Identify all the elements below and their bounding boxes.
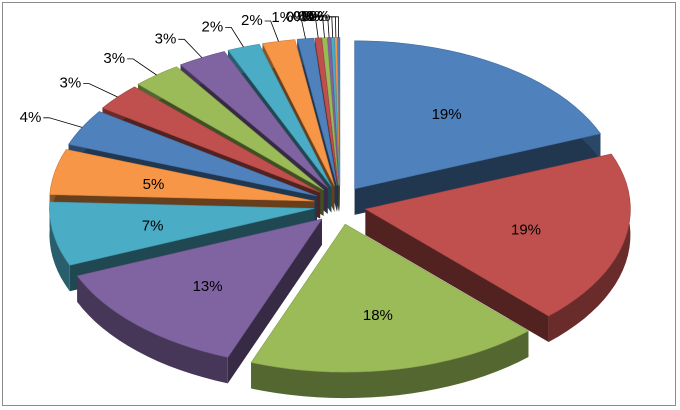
- data-label-6: 5%: [143, 176, 165, 193]
- label-leader-line: [83, 83, 118, 98]
- label-leader-line: [178, 38, 203, 58]
- label-leader-line: [225, 26, 244, 48]
- slice-side-wall: [365, 209, 549, 343]
- data-label-4: 13%: [193, 278, 223, 295]
- pie-slice-1: [354, 40, 602, 215]
- label-leader-line: [295, 17, 306, 39]
- slice-outer-wall: [49, 201, 70, 292]
- data-label-16: 0%: [298, 8, 320, 25]
- data-label-9: 3%: [103, 50, 125, 67]
- slice-top-face: [262, 39, 335, 187]
- data-label-11: 2%: [202, 18, 224, 35]
- slice-top-face: [76, 218, 323, 358]
- label-leader-line: [127, 58, 157, 76]
- data-label-19: 0%: [309, 8, 331, 25]
- pie-slice-4: [76, 218, 323, 384]
- slice-outer-wall: [251, 331, 529, 399]
- data-label-14: 0%: [286, 8, 308, 25]
- data-label-18: 0%: [306, 8, 328, 25]
- slice-side-wall: [227, 219, 322, 384]
- pie-slice-3: [250, 223, 530, 399]
- data-label-1: 19%: [432, 106, 462, 123]
- data-label-3: 18%: [363, 307, 393, 324]
- slice-top-face: [364, 153, 631, 317]
- slice-top-face: [227, 43, 332, 187]
- pie-slice-2: [364, 153, 631, 343]
- label-leader-line: [264, 20, 279, 42]
- data-label-5: 7%: [142, 217, 164, 234]
- data-label-15: 0%: [293, 8, 315, 25]
- slice-side-wall: [354, 133, 601, 215]
- data-label-8: 3%: [60, 75, 82, 92]
- slice-outer-wall: [548, 154, 631, 342]
- slice-top-face: [49, 149, 315, 202]
- label-leader-line: [43, 117, 83, 128]
- data-label-10: 3%: [155, 30, 177, 47]
- slice-top-face: [250, 223, 530, 373]
- slice-top-face: [68, 111, 318, 197]
- data-label-17: 0%: [302, 8, 324, 25]
- slice-top-face: [354, 40, 602, 190]
- slice-outer-wall: [77, 275, 228, 384]
- label-leader-line: [309, 16, 319, 39]
- data-label-2: 19%: [511, 222, 541, 239]
- data-label-7: 4%: [20, 109, 42, 126]
- data-label-13: 1%: [271, 9, 293, 26]
- label-leader-line: [332, 16, 340, 38]
- slice-top-face: [49, 201, 315, 266]
- data-label-12: 2%: [241, 12, 263, 29]
